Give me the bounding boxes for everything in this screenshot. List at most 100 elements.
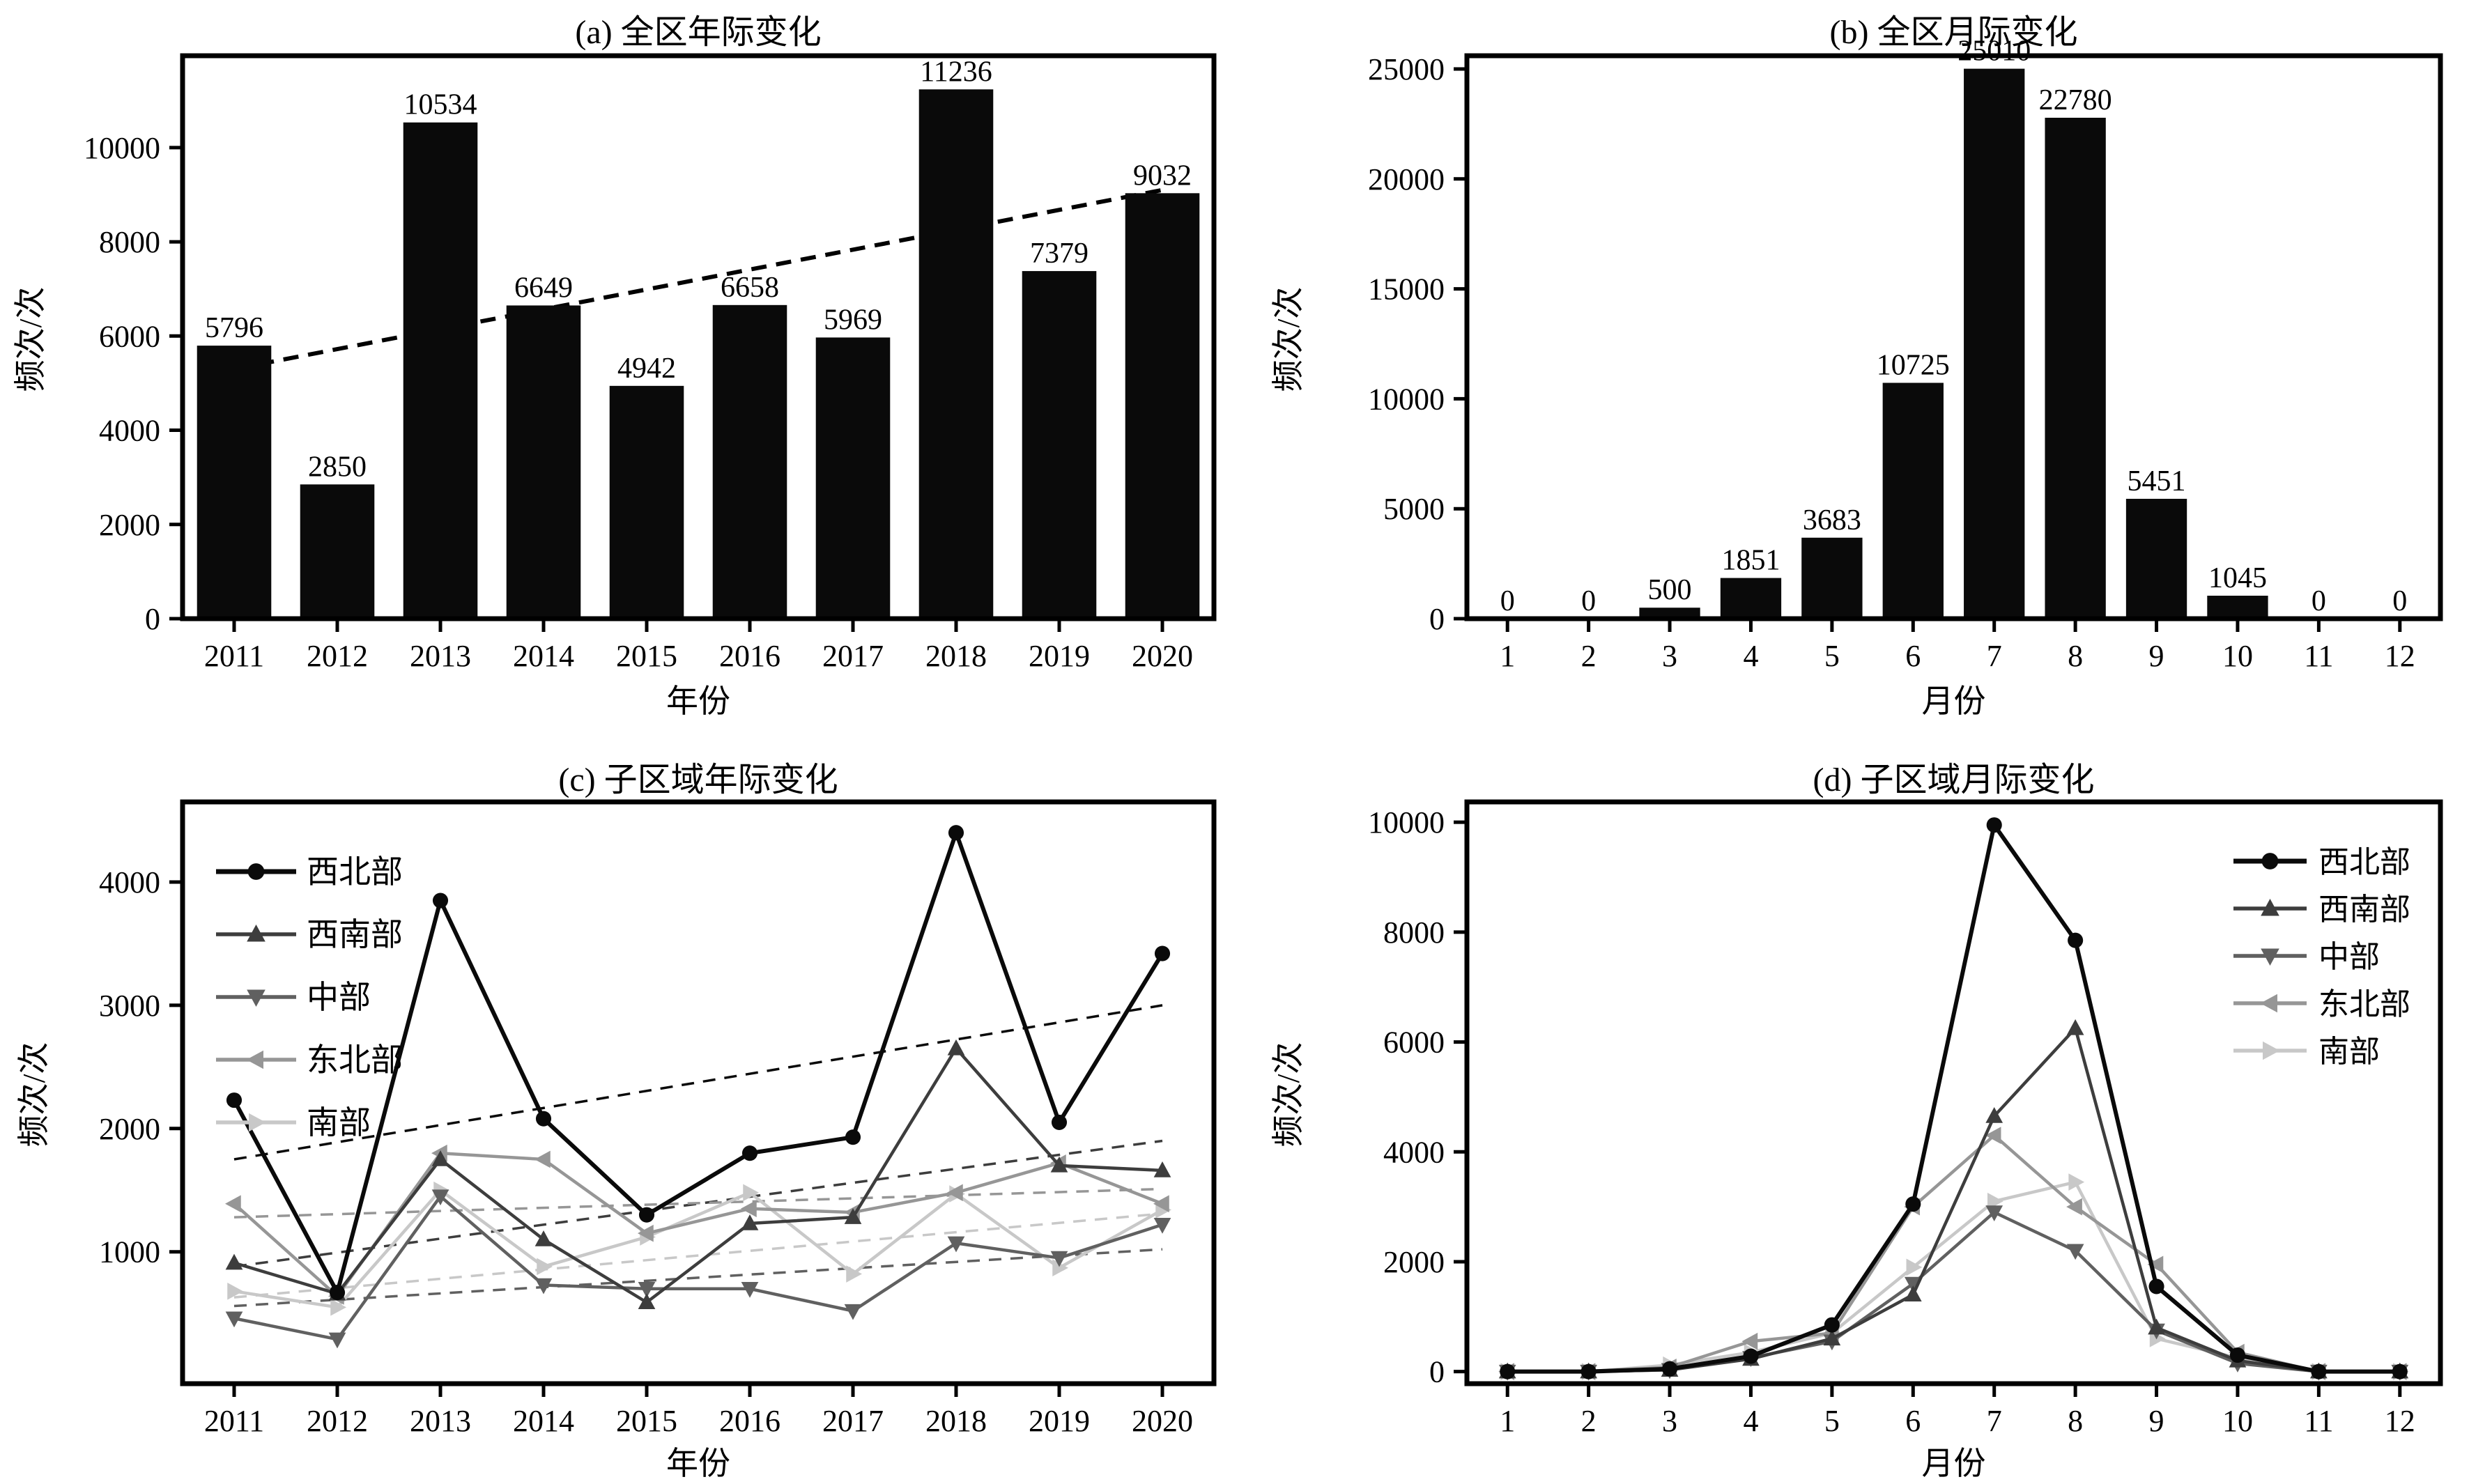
legend-item: 西南部 <box>216 917 403 952</box>
bar <box>1801 537 1863 619</box>
x-tick-label: 2018 <box>925 1404 987 1438</box>
plot-frame <box>180 799 1217 1386</box>
x-tick-label: 4 <box>1743 639 1758 673</box>
x-tick-label: 2011 <box>204 639 264 673</box>
panel-c-title: (c) 子区域年际变化 <box>558 762 838 798</box>
x-tick-label: 9 <box>2149 1404 2164 1438</box>
data-point-marker <box>741 1200 757 1218</box>
bar-value-label: 25010 <box>1957 36 2031 68</box>
series-东北部 <box>225 1144 1169 1305</box>
data-point-marker <box>225 1253 243 1270</box>
legend-label: 南部 <box>2318 1035 2380 1069</box>
data-point-marker <box>1661 1361 1678 1377</box>
y-tick-label: 0 <box>145 602 160 636</box>
legend-item: 南部 <box>2233 1035 2380 1069</box>
bar-value-label: 6649 <box>514 272 573 304</box>
series-中部 <box>1498 1205 2409 1381</box>
y-tick-label: 10000 <box>84 131 160 165</box>
data-point-marker <box>247 989 266 1007</box>
data-point-marker <box>1985 1107 2003 1123</box>
trend-line <box>233 1248 1163 1308</box>
trend-line <box>233 1187 1163 1219</box>
series-西北部 <box>1500 817 2408 1379</box>
data-point-marker <box>1154 945 1171 961</box>
x-tick-label: 2014 <box>513 639 574 673</box>
plot-frame <box>180 53 1217 621</box>
x-tick-label: 8 <box>2068 639 2083 673</box>
legend-label: 西南部 <box>2318 892 2410 927</box>
x-tick-label: 2016 <box>719 1404 780 1438</box>
data-point-marker <box>1986 817 2002 833</box>
series-line <box>233 1046 1163 1304</box>
data-point-marker <box>2261 948 2279 966</box>
x-tick-label: 10 <box>2222 1404 2253 1438</box>
bar-value-label: 3683 <box>1803 504 1861 536</box>
data-point-marker <box>1153 1218 1171 1234</box>
x-tick-label: 2019 <box>1029 639 1090 673</box>
bar <box>403 122 478 619</box>
y-tick-label: 25000 <box>1368 52 1445 86</box>
data-point-marker <box>2147 1255 2164 1274</box>
data-point-marker <box>1741 1332 1758 1350</box>
legend-label: 中部 <box>2318 940 2380 974</box>
data-point-marker <box>432 892 449 909</box>
bar <box>2045 118 2106 619</box>
bar <box>1022 271 1097 619</box>
bar <box>1125 193 1200 619</box>
x-tick-label: 10 <box>2222 639 2253 673</box>
data-point-marker <box>844 1304 862 1320</box>
series-line <box>1507 1180 2400 1373</box>
data-point-marker <box>1500 1363 1516 1379</box>
legend-label: 东北部 <box>307 1042 403 1078</box>
y-tick-label: 3000 <box>99 989 160 1023</box>
data-point-marker <box>638 1207 655 1223</box>
x-tick-label: 1 <box>1500 639 1515 673</box>
x-tick-label: 8 <box>2068 1404 2083 1438</box>
data-point-marker <box>246 1050 263 1069</box>
bar <box>2207 596 2268 619</box>
data-point-marker <box>638 1282 656 1298</box>
data-point-marker <box>330 1298 346 1316</box>
data-point-marker <box>1904 1276 1922 1293</box>
data-point-marker <box>2066 1198 2082 1216</box>
panel-a-xlabel: 年份 <box>666 683 730 719</box>
data-point-marker <box>1050 1156 1068 1173</box>
x-tick-label: 2020 <box>1132 1404 1193 1438</box>
data-point-marker <box>1823 1329 1841 1346</box>
data-point-marker <box>2392 1363 2408 1379</box>
data-point-marker <box>1824 1317 1840 1333</box>
data-point-marker <box>1052 1259 1068 1277</box>
bar-value-label: 1851 <box>1721 545 1780 577</box>
data-point-marker <box>2148 1278 2164 1294</box>
data-point-marker <box>638 1224 654 1242</box>
plot-frame <box>1464 53 2443 621</box>
data-point-marker <box>1985 1205 2003 1221</box>
bar-value-label: 4942 <box>617 353 676 385</box>
bar-value-label: 1045 <box>2208 562 2267 594</box>
data-point-marker <box>534 1230 553 1246</box>
data-point-marker <box>431 1189 449 1206</box>
y-tick-label: 15000 <box>1368 272 1445 307</box>
panel-a-title: (a) 全区年际变化 <box>575 14 822 51</box>
x-tick-label: 5 <box>1824 639 1840 673</box>
x-tick-label: 4 <box>1743 1404 1758 1438</box>
data-point-marker <box>1050 1251 1068 1267</box>
x-tick-label: 7 <box>1987 639 2002 673</box>
bar-value-label: 7379 <box>1030 238 1089 270</box>
legend-item: 中部 <box>2233 940 2380 974</box>
x-tick-label: 12 <box>2385 1404 2415 1438</box>
panel-b-title: (b) 全区月际变化 <box>1829 14 2078 51</box>
y-tick-label: 5000 <box>1383 492 1445 526</box>
x-tick-label: 1 <box>1500 1404 1515 1438</box>
x-tick-label: 12 <box>2385 639 2415 673</box>
data-point-marker <box>948 825 964 841</box>
x-tick-label: 2 <box>1581 1404 1597 1438</box>
data-point-marker <box>329 1285 346 1301</box>
bar-value-label: 9032 <box>1133 160 1192 192</box>
legend-item: 中部 <box>216 980 371 1015</box>
legend-label: 南部 <box>307 1105 371 1141</box>
data-point-marker <box>844 1208 862 1224</box>
